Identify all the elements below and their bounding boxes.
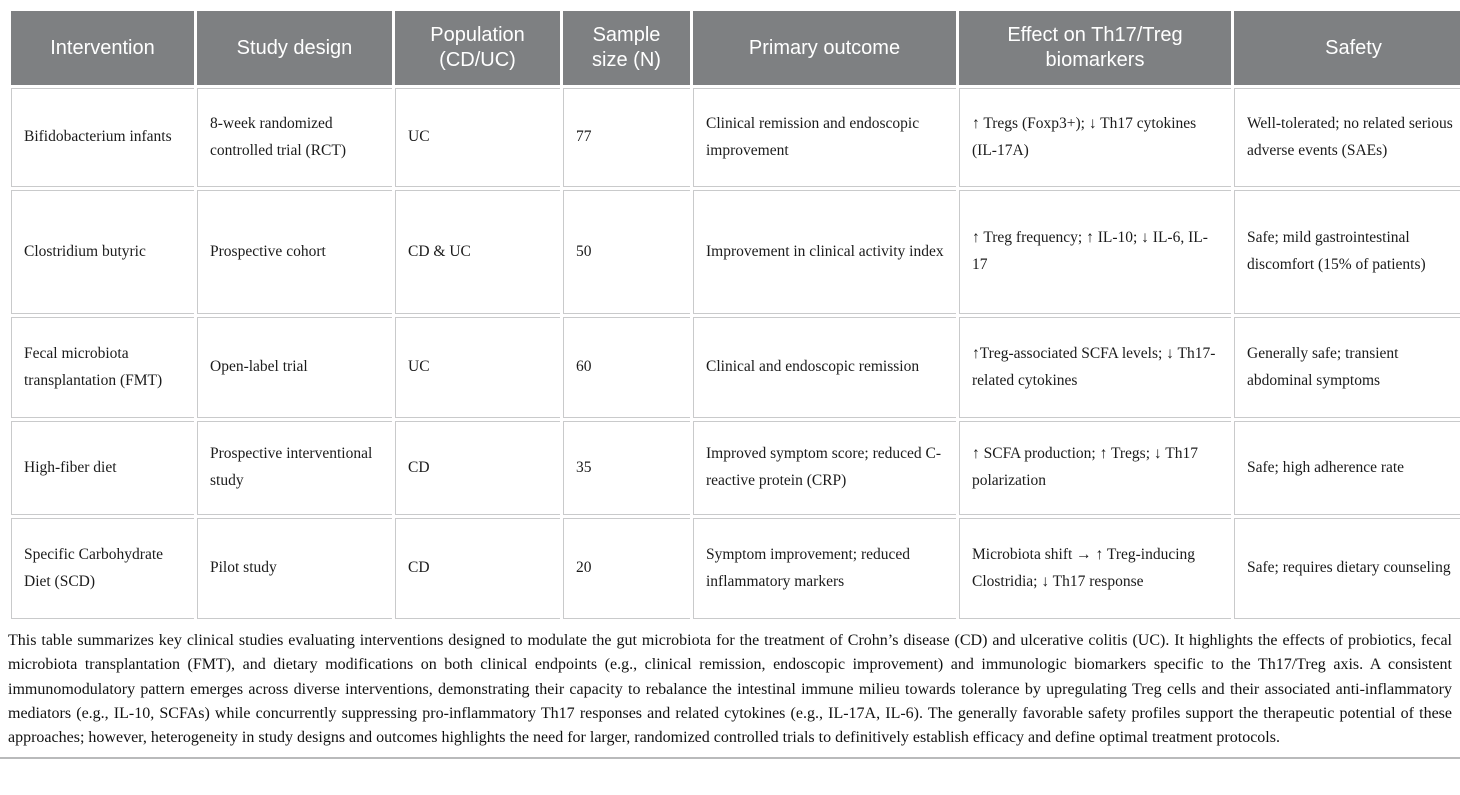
- cell-study-design: Prospective cohort: [197, 190, 392, 314]
- cell-sample-size: 60: [563, 317, 690, 418]
- cell-safety: Generally safe; transient abdominal symp…: [1234, 317, 1460, 418]
- col-header-sample-size: Sample size (N): [563, 11, 690, 85]
- col-header-safety: Safety: [1234, 11, 1460, 85]
- col-header-intervention: Intervention: [11, 11, 194, 85]
- table-caption: This table summarizes key clinical studi…: [8, 632, 1452, 747]
- cell-population: CD & UC: [395, 190, 560, 314]
- cell-primary-outcome: Clinical and endoscopic remission: [693, 317, 956, 418]
- table-row: High-fiber diet Prospective intervention…: [11, 421, 1460, 515]
- cell-population: CD: [395, 518, 560, 619]
- table-figure-page: Intervention Study design Population (CD…: [0, 8, 1460, 759]
- col-header-primary-outcome: Primary outcome: [693, 11, 956, 85]
- cell-safety: Safe; requires dietary counseling: [1234, 518, 1460, 619]
- cell-primary-outcome: Improvement in clinical activity index: [693, 190, 956, 314]
- cell-safety: Safe; high adherence rate: [1234, 421, 1460, 515]
- cell-biomarkers: ↑Treg-associated SCFA levels; ↓ Th17-rel…: [959, 317, 1231, 418]
- cell-population: UC: [395, 88, 560, 187]
- cell-population: CD: [395, 421, 560, 515]
- table-row: Clostridium butyric Prospective cohort C…: [11, 190, 1460, 314]
- cell-intervention: Bifidobacterium infants: [11, 88, 194, 187]
- cell-population: UC: [395, 317, 560, 418]
- cell-biomarkers: ↑ Treg frequency; ↑ IL-10; ↓ IL-6, IL-17: [959, 190, 1231, 314]
- cell-biomarkers: ↑ Tregs (Foxp3+); ↓ Th17 cytokines (IL-1…: [959, 88, 1231, 187]
- table-row: Bifidobacterium infants 8-week randomize…: [11, 88, 1460, 187]
- cell-safety: Safe; mild gastrointestinal discomfort (…: [1234, 190, 1460, 314]
- cell-study-design: Prospective interventional study: [197, 421, 392, 515]
- cell-intervention: Clostridium butyric: [11, 190, 194, 314]
- cell-sample-size: 50: [563, 190, 690, 314]
- clinical-studies-table: Intervention Study design Population (CD…: [8, 8, 1460, 622]
- cell-intervention: Specific Carbohydrate Diet (SCD): [11, 518, 194, 619]
- bottom-divider: [0, 756, 1460, 759]
- table-row: Fecal microbiota transplantation (FMT) O…: [11, 317, 1460, 418]
- cell-primary-outcome: Clinical remission and endoscopic improv…: [693, 88, 956, 187]
- table-row: Specific Carbohydrate Diet (SCD) Pilot s…: [11, 518, 1460, 619]
- cell-study-design: Open-label trial: [197, 317, 392, 418]
- cell-safety: Well-tolerated; no related serious adver…: [1234, 88, 1460, 187]
- cell-intervention: High-fiber diet: [11, 421, 194, 515]
- col-header-biomarkers: Effect on Th17/Treg biomarkers: [959, 11, 1231, 85]
- cell-study-design: Pilot study: [197, 518, 392, 619]
- col-header-population: Population (CD/UC): [395, 11, 560, 85]
- cell-sample-size: 35: [563, 421, 690, 515]
- cell-sample-size: 77: [563, 88, 690, 187]
- cell-primary-outcome: Improved symptom score; reduced C-reacti…: [693, 421, 956, 515]
- cell-primary-outcome: Symptom improvement; reduced inflammator…: [693, 518, 956, 619]
- table-header-row: Intervention Study design Population (CD…: [11, 11, 1460, 85]
- cell-study-design: 8-week randomized controlled trial (RCT): [197, 88, 392, 187]
- cell-intervention: Fecal microbiota transplantation (FMT): [11, 317, 194, 418]
- cell-sample-size: 20: [563, 518, 690, 619]
- col-header-study-design: Study design: [197, 11, 392, 85]
- cell-biomarkers: ↑ SCFA production; ↑ Tregs; ↓ Th17 polar…: [959, 421, 1231, 515]
- cell-biomarkers: Microbiota shift → ↑ Treg-inducing Clost…: [959, 518, 1231, 619]
